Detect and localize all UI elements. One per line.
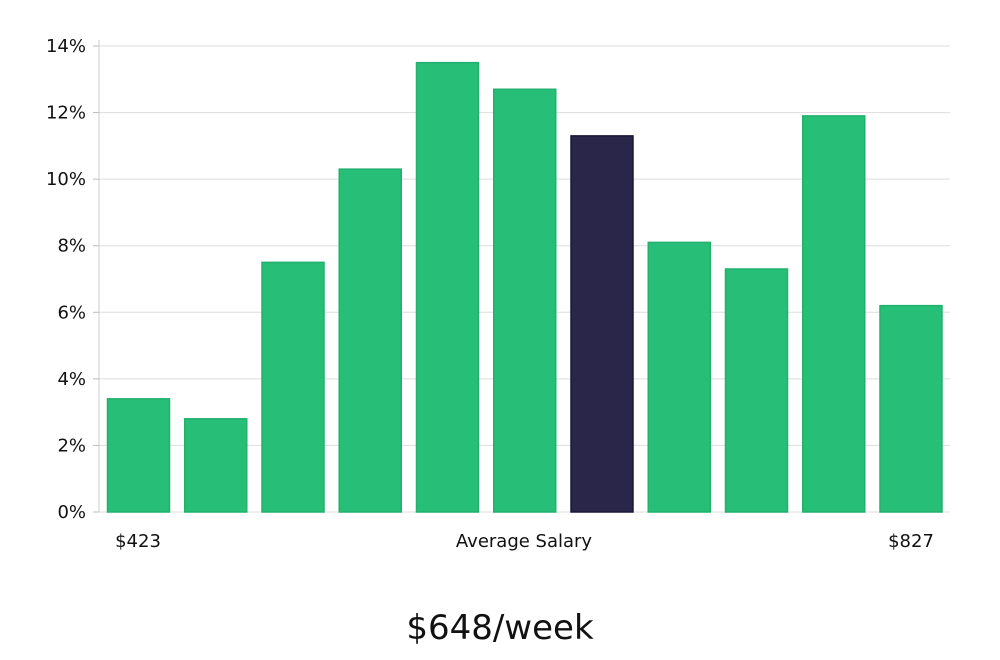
y-tick-label: 6% — [57, 302, 86, 323]
average-salary-value: $648/week — [406, 608, 594, 648]
bar — [106, 398, 171, 513]
bar — [647, 241, 711, 513]
x-start-label: $423 — [115, 531, 161, 552]
salary-histogram: 0%2%4%6%8%10%12%14% $423 Average Salary … — [46, 36, 950, 552]
y-tick-label: 10% — [46, 169, 86, 190]
y-tick-label: 8% — [57, 236, 86, 257]
bar-highlighted — [570, 135, 634, 513]
y-tick-label: 12% — [46, 103, 86, 124]
bar — [802, 115, 866, 513]
bar — [724, 268, 789, 513]
bar — [879, 304, 943, 513]
bar — [261, 261, 325, 513]
bar — [184, 418, 248, 513]
bar — [493, 88, 557, 513]
y-tick-label: 2% — [57, 435, 86, 456]
bar — [415, 61, 480, 513]
bars — [106, 61, 943, 513]
x-end-label: $827 — [888, 531, 934, 552]
bar — [338, 168, 402, 513]
y-tick-label: 14% — [46, 36, 86, 57]
y-axis-ticks: 0% 2% 4% 6% 8% 10% 12% 14% — [46, 36, 99, 523]
y-tick-label: 0% — [57, 502, 86, 523]
y-tick-label: 4% — [57, 369, 86, 390]
x-axis-label: Average Salary — [456, 531, 593, 552]
